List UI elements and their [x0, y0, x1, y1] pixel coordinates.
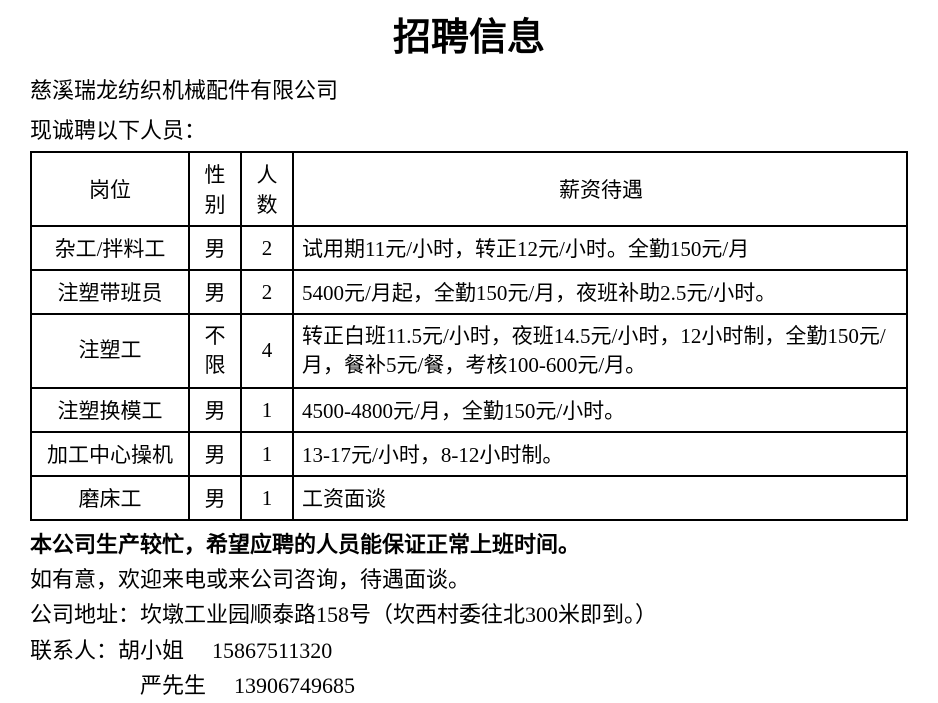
table-row: 注塑工 不限 4 转正白班11.5元/小时，夜班14.5元/小时，12小时制，全… [31, 314, 907, 388]
cell-position: 注塑工 [31, 314, 189, 388]
table-row: 注塑换模工 男 1 4500-4800元/月，全勤150元/小时。 [31, 388, 907, 432]
cell-position: 磨床工 [31, 476, 189, 520]
cell-salary: 试用期11元/小时，转正12元/小时。全勤150元/月 [293, 226, 907, 270]
table-header-row: 岗位 性别 人数 薪资待遇 [31, 152, 907, 226]
cell-count: 1 [241, 476, 293, 520]
cell-count: 2 [241, 226, 293, 270]
cell-gender: 男 [189, 388, 241, 432]
header-count: 人数 [241, 152, 293, 226]
cell-salary: 13-17元/小时，8-12小时制。 [293, 432, 907, 476]
cell-gender: 男 [189, 226, 241, 270]
contact1-phone: 15867511320 [212, 638, 332, 663]
cell-salary: 5400元/月起，全勤150元/月，夜班补助2.5元/小时。 [293, 270, 907, 314]
contact1-label: 联系人：胡小姐 [30, 638, 184, 663]
table-row: 杂工/拌料工 男 2 试用期11元/小时，转正12元/小时。全勤150元/月 [31, 226, 907, 270]
recruitment-table: 岗位 性别 人数 薪资待遇 杂工/拌料工 男 2 试用期11元/小时，转正12元… [30, 151, 908, 521]
contact2-label: 严先生 [140, 673, 206, 698]
cell-count: 4 [241, 314, 293, 388]
cell-gender: 男 [189, 476, 241, 520]
footer-address: 公司地址：坎墩工业园顺泰路158号（坎西村委往北300米即到。） [30, 597, 908, 632]
cell-count: 1 [241, 388, 293, 432]
table-row: 注塑带班员 男 2 5400元/月起，全勤150元/月，夜班补助2.5元/小时。 [31, 270, 907, 314]
footer-contact1: 联系人：胡小姐 15867511320 [30, 633, 908, 668]
company-name: 慈溪瑞龙纺织机械配件有限公司 [30, 73, 908, 105]
cell-salary: 4500-4800元/月，全勤150元/小时。 [293, 388, 907, 432]
header-gender: 性别 [189, 152, 241, 226]
cell-position: 杂工/拌料工 [31, 226, 189, 270]
header-salary: 薪资待遇 [293, 152, 907, 226]
footer-contact2: 严先生 13906749685 [30, 668, 908, 703]
cell-position: 注塑换模工 [31, 388, 189, 432]
footer-section: 本公司生产较忙，希望应聘的人员能保证正常上班时间。 如有意，欢迎来电或来公司咨询… [30, 527, 908, 703]
cell-salary: 工资面谈 [293, 476, 907, 520]
footer-line1: 如有意，欢迎来电或来公司咨询，待遇面谈。 [30, 562, 908, 597]
cell-position: 加工中心操机 [31, 432, 189, 476]
header-position: 岗位 [31, 152, 189, 226]
cell-gender: 男 [189, 270, 241, 314]
footer-note-bold: 本公司生产较忙，希望应聘的人员能保证正常上班时间。 [30, 527, 908, 562]
table-row: 加工中心操机 男 1 13-17元/小时，8-12小时制。 [31, 432, 907, 476]
page-title: 招聘信息 [30, 6, 908, 61]
cell-count: 2 [241, 270, 293, 314]
intro-text: 现诚聘以下人员： [30, 113, 908, 145]
cell-position: 注塑带班员 [31, 270, 189, 314]
contact2-phone: 13906749685 [234, 673, 355, 698]
table-row: 磨床工 男 1 工资面谈 [31, 476, 907, 520]
cell-salary: 转正白班11.5元/小时，夜班14.5元/小时，12小时制，全勤150元/月，餐… [293, 314, 907, 388]
cell-gender: 男 [189, 432, 241, 476]
cell-count: 1 [241, 432, 293, 476]
cell-gender: 不限 [189, 314, 241, 388]
